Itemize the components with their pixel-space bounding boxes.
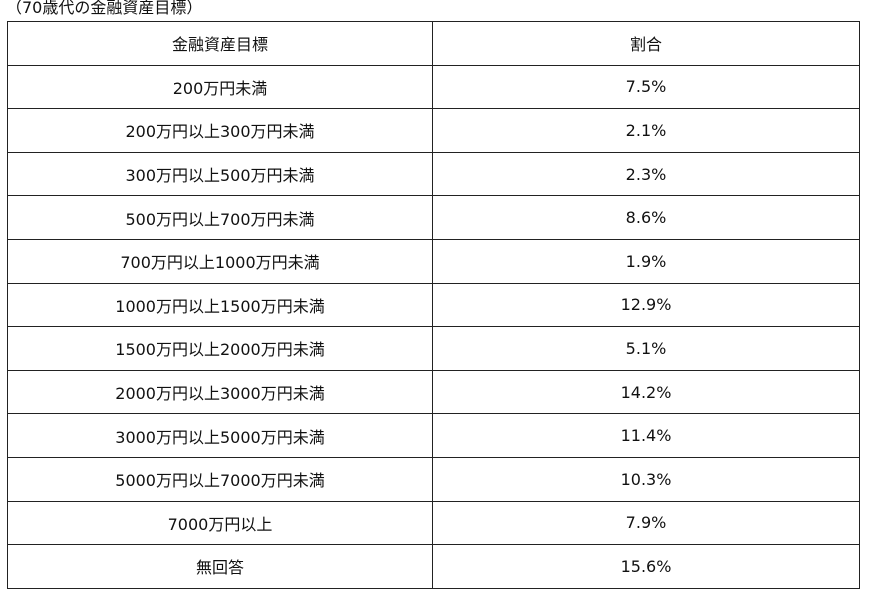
table-row: 3000万円以上5000万円未満 11.4% (7, 413, 860, 458)
ratio-cell: 2.1% (432, 108, 860, 153)
table-row: 300万円以上500万円未満 2.3% (7, 151, 860, 197)
ratio-cell: 14.2% (432, 369, 860, 415)
table-header-row: 金融資産目標 割合 (7, 21, 860, 66)
ratio-cell: 11.4% (432, 413, 860, 458)
table-title: （70歳代の金融資産目標） (6, 0, 203, 17)
table-row: 500万円以上700万円未満 8.6% (7, 195, 860, 240)
table-row: 2000万円以上3000万円未満 14.2% (7, 369, 860, 415)
ratio-cell: 15.6% (432, 544, 860, 589)
asset-goal-cell: 1000万円以上1500万円未満 (7, 282, 433, 328)
table-row: 1000万円以上1500万円未満 12.9% (7, 282, 860, 328)
asset-goal-cell: 700万円以上1000万円未満 (7, 238, 433, 284)
ratio-cell: 2.3% (432, 151, 860, 197)
ratio-cell: 8.6% (432, 195, 860, 240)
header-ratio: 割合 (432, 21, 860, 66)
asset-goal-cell: 1500万円以上2000万円未満 (7, 326, 433, 371)
asset-goal-cell: 200万円以上300万円未満 (7, 108, 433, 153)
table-row: 200万円未満 7.5% (7, 64, 860, 110)
header-asset-goal: 金融資産目標 (7, 21, 433, 66)
ratio-cell: 7.5% (432, 64, 860, 110)
table-row: 7000万円以上 7.9% (7, 500, 860, 546)
asset-goal-cell: 500万円以上700万円未満 (7, 195, 433, 240)
ratio-cell: 5.1% (432, 326, 860, 371)
asset-goal-cell: 5000万円以上7000万円未満 (7, 456, 433, 502)
asset-goal-cell: 200万円未満 (7, 64, 433, 110)
table-row: 5000万円以上7000万円未満 10.3% (7, 456, 860, 502)
asset-goal-cell: 無回答 (7, 544, 433, 589)
asset-goal-cell: 7000万円以上 (7, 500, 433, 546)
ratio-cell: 1.9% (432, 238, 860, 284)
asset-goal-cell: 300万円以上500万円未満 (7, 151, 433, 197)
ratio-cell: 7.9% (432, 500, 860, 546)
table-row: 700万円以上1000万円未満 1.9% (7, 238, 860, 284)
table-row: 200万円以上300万円未満 2.1% (7, 108, 860, 153)
table-row: 1500万円以上2000万円未満 5.1% (7, 326, 860, 371)
asset-goal-cell: 2000万円以上3000万円未満 (7, 369, 433, 415)
ratio-cell: 12.9% (432, 282, 860, 328)
asset-goal-cell: 3000万円以上5000万円未満 (7, 413, 433, 458)
ratio-cell: 10.3% (432, 456, 860, 502)
financial-asset-goal-table: 金融資産目標 割合 200万円未満 7.5% 200万円以上300万円未満 2.1% 3… (7, 21, 860, 589)
table-row: 無回答 15.6% (7, 544, 860, 589)
